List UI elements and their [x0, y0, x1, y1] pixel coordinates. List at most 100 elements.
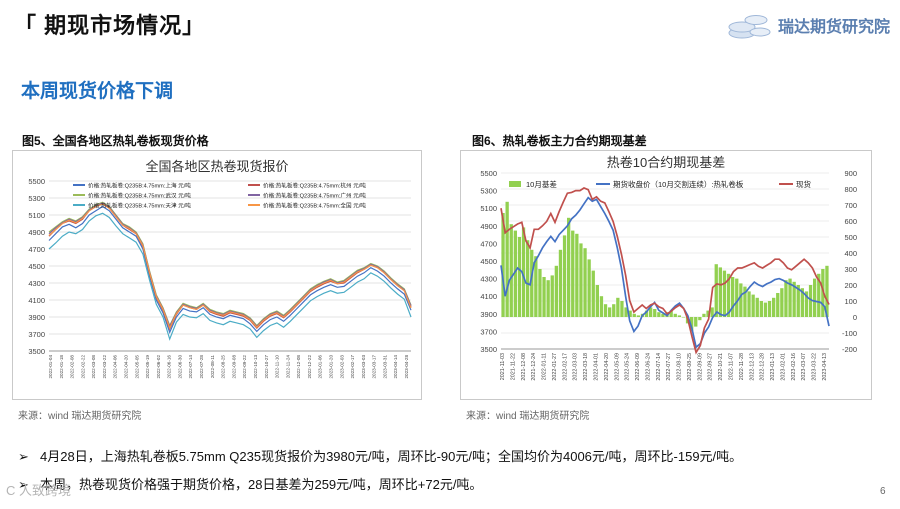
- x-tick-label: 2021-12-24: [531, 353, 537, 381]
- y2-tick-label: 800: [844, 185, 857, 194]
- x-tick-label: 2023-01-20: [328, 355, 333, 379]
- y2-tick-label: -100: [842, 329, 857, 338]
- basis-bar: [599, 296, 604, 317]
- x-tick-label: 2023-03-17: [372, 355, 377, 379]
- basis-bar: [542, 277, 546, 317]
- basis-bar: [726, 273, 731, 317]
- y-tick-label: 5500: [480, 169, 497, 178]
- series-line: [48, 203, 412, 330]
- x-tick-label: 2022-01-18: [59, 355, 64, 379]
- basis-bar: [501, 213, 505, 317]
- basis-bar: [739, 283, 743, 317]
- basis-bar: [649, 307, 653, 317]
- coin-stack-icon: [728, 15, 771, 39]
- x-tick-label: 2022-07-27: [666, 353, 672, 381]
- basis-bar: [681, 317, 686, 318]
- x-tick-label: 2023-04-13: [822, 353, 828, 381]
- x-tick-label: 2022-06-02: [156, 355, 161, 379]
- x-tick-label: 2022-12-08: [296, 355, 301, 379]
- basis-bar: [612, 304, 616, 317]
- x-tick-label: 2022-08-25: [687, 353, 693, 381]
- basis-bar: [595, 285, 599, 317]
- basis-bar: [669, 310, 673, 317]
- x-tick-label: 2022-10-13: [253, 355, 258, 379]
- basis-bar: [763, 302, 768, 317]
- basis-bar: [821, 269, 825, 317]
- basis-bar: [562, 235, 567, 317]
- x-tick-label: 2022-04-06: [113, 355, 118, 379]
- y2-tick-label: 700: [844, 201, 857, 210]
- x-tick-label: 2022-01-27: [552, 353, 558, 381]
- x-tick-label: 2022-12-13: [749, 353, 755, 381]
- basis-bar: [735, 278, 739, 317]
- y2-tick-label: 200: [844, 281, 857, 290]
- basis-bar: [567, 217, 571, 317]
- x-tick-label: 2022-05-05: [134, 355, 139, 379]
- x-tick-label: 2022-06-24: [645, 353, 651, 381]
- x-tick-label: 2023-02-17: [350, 355, 355, 379]
- x-tick-label: 2023-02-03: [339, 355, 344, 379]
- basis-bar: [702, 313, 706, 317]
- basis-bar: [804, 291, 809, 317]
- y-tick-label: 3700: [28, 330, 45, 339]
- page-title: 「 期现市场情况」: [14, 13, 206, 38]
- basis-bar: [546, 280, 550, 317]
- basis-bar: [575, 233, 579, 317]
- basis-bar: [620, 301, 624, 317]
- basis-bar: [767, 301, 772, 317]
- x-tick-label: 2022-12-28: [760, 353, 766, 381]
- y-tick-label: 3900: [28, 313, 45, 322]
- x-tick-label: 2022-02-17: [562, 353, 568, 381]
- basis-bar: [579, 243, 583, 317]
- watermark: C 人致跨境: [6, 483, 72, 498]
- basis-bar: [603, 304, 608, 317]
- basis-bar: [517, 237, 522, 317]
- x-tick-label: 2022-07-28: [199, 355, 204, 379]
- x-tick-label: 2022-01-11: [542, 353, 548, 380]
- y-tick-label: 4700: [28, 245, 45, 254]
- basis-bar: [521, 227, 526, 317]
- x-tick-label: 2023-01-13: [770, 353, 776, 381]
- section-title: 本周现货价格下调: [21, 81, 174, 102]
- legend-label: 价格:热轧板卷:Q235B:4.75mm:武汉 元/吨: [88, 192, 191, 200]
- basis-bar: [788, 278, 792, 317]
- basis-bar: [743, 286, 747, 317]
- y2-tick-label: 400: [844, 249, 857, 258]
- legend-label: 现货: [796, 179, 811, 189]
- y-tick-label: 5100: [480, 204, 497, 213]
- figure-5-source: 来源：wind 瑞达期货研究院: [18, 411, 142, 422]
- x-tick-label: 2022-08-10: [677, 353, 683, 381]
- y2-tick-label: 900: [844, 169, 857, 178]
- chart2-svg: 热卷10合约期现基差 3500 3700 3900 4100 4300 4500 4700 49…: [480, 155, 857, 381]
- bullet-text: 本周，热卷现货价格强于期货价格，28日基差为259元/吨，周环比+72元/吨。: [40, 477, 483, 492]
- x-tick-label: 2022-11-07: [729, 353, 735, 380]
- basis-bar: [817, 273, 821, 317]
- basis-bar: [661, 313, 665, 317]
- x-tick-label: 2022-06-16: [167, 355, 172, 379]
- basis-bar: [698, 317, 702, 321]
- basis-bar: [628, 310, 632, 317]
- chart-title: 热卷10合约期现基差: [607, 155, 725, 170]
- y-tick-label: 5300: [480, 187, 497, 196]
- x-tick-label: 2022-12-22: [307, 355, 312, 379]
- basis-bar: [825, 265, 829, 317]
- basis-bar: [796, 285, 800, 317]
- basis-bar: [657, 312, 661, 317]
- y-tick-label: 5100: [28, 211, 45, 220]
- brand-logo: [726, 6, 896, 42]
- basis-bar: [751, 294, 755, 317]
- x-tick-label: 2023-02-16: [791, 353, 797, 381]
- basis-bar: [550, 275, 554, 317]
- x-tick-label: 2022-05-19: [145, 355, 150, 379]
- y2-tick-label: 300: [844, 265, 857, 274]
- x-tick-label: 2022-05-24: [625, 353, 631, 381]
- x-tick-label: 2022-08-11: [210, 355, 215, 379]
- basis-bar: [513, 230, 517, 317]
- basis-bar: [653, 309, 657, 317]
- y-tick-label: 4500: [28, 262, 45, 271]
- x-tick-label: 2022-04-20: [604, 353, 610, 381]
- x-tick-label: 2022-09-27: [708, 353, 714, 381]
- basis-bar: [608, 307, 612, 317]
- x-tick-label: 2022-11-10: [275, 355, 280, 379]
- legend-label: 价格:热轧板卷:Q235B:4.75mm:上海 元/吨: [88, 182, 191, 190]
